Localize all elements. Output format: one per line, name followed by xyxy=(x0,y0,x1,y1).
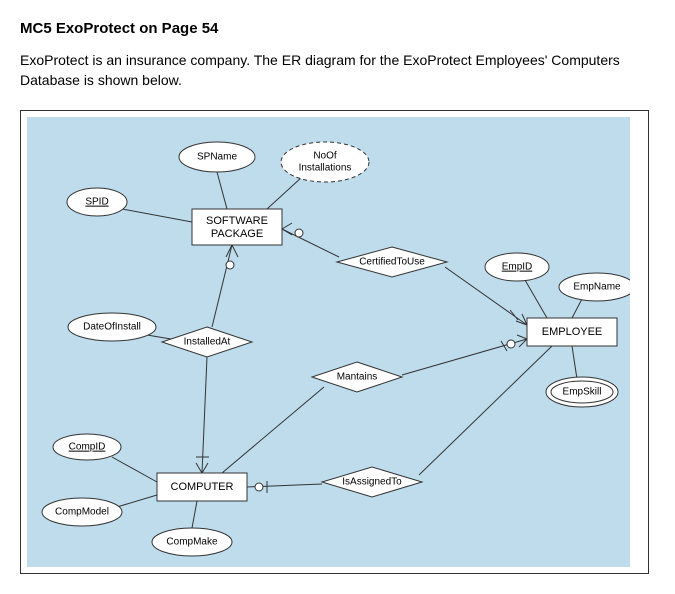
page-title: MC5 ExoProtect on Page 54 xyxy=(20,20,655,37)
svg-text:CompModel: CompModel xyxy=(55,507,109,518)
svg-text:InstalledAt: InstalledAt xyxy=(184,337,231,348)
attr-dateofinstall: DateOfInstall xyxy=(68,313,156,341)
entity-computer: COMPUTER xyxy=(157,473,247,501)
attr-compmake: CompMake xyxy=(152,528,232,556)
attr-compid: CompID xyxy=(53,434,121,460)
svg-text:CompMake: CompMake xyxy=(166,537,218,548)
svg-text:EmpName: EmpName xyxy=(573,282,621,293)
er-diagram-svg: SOFTWARE PACKAGE EMPLOYEE COMPUTER Certi… xyxy=(27,117,630,567)
svg-text:CompID: CompID xyxy=(69,442,106,453)
svg-text:SOFTWARE: SOFTWARE xyxy=(206,215,268,227)
attr-empid: EmpID xyxy=(485,253,549,281)
attr-spid: SPID xyxy=(67,188,127,216)
attr-spname: SPName xyxy=(179,142,255,172)
svg-text:EmpID: EmpID xyxy=(502,262,533,273)
entity-software-package: SOFTWARE PACKAGE xyxy=(192,209,282,245)
page-description: ExoProtect is an insurance company. The … xyxy=(20,51,655,90)
attr-empname: EmpName xyxy=(559,273,630,301)
svg-text:SPName: SPName xyxy=(197,152,237,163)
entity-employee: EMPLOYEE xyxy=(527,318,617,346)
er-diagram-frame: SOFTWARE PACKAGE EMPLOYEE COMPUTER Certi… xyxy=(20,110,649,574)
attr-noof-installations: NoOf Installations xyxy=(281,142,369,182)
svg-text:IsAssignedTo: IsAssignedTo xyxy=(342,477,402,488)
svg-text:EmpSkill: EmpSkill xyxy=(563,387,602,398)
attr-empskill: EmpSkill xyxy=(546,377,618,407)
svg-text:PACKAGE: PACKAGE xyxy=(211,228,263,240)
svg-text:CertifiedToUse: CertifiedToUse xyxy=(359,257,425,268)
svg-text:NoOf: NoOf xyxy=(313,151,337,162)
svg-text:Mantains: Mantains xyxy=(337,372,378,383)
svg-text:EMPLOYEE: EMPLOYEE xyxy=(542,326,603,338)
svg-text:Installations: Installations xyxy=(299,163,352,174)
attr-compmodel: CompModel xyxy=(42,498,122,526)
svg-text:SPID: SPID xyxy=(85,197,108,208)
svg-text:DateOfInstall: DateOfInstall xyxy=(83,322,141,333)
svg-text:COMPUTER: COMPUTER xyxy=(171,481,234,493)
